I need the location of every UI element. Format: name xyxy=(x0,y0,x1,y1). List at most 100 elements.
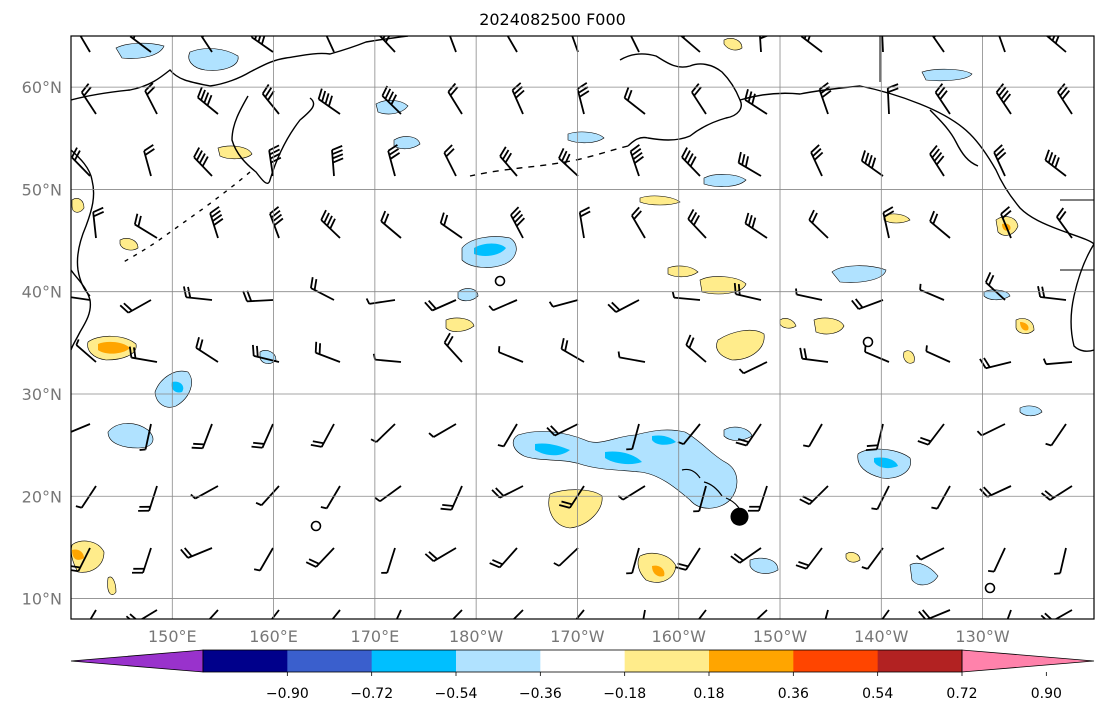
wind-barb xyxy=(1042,358,1073,366)
wind-barb xyxy=(642,609,646,619)
wind-barb xyxy=(497,423,518,448)
wind-barb xyxy=(810,144,824,177)
positive-anomaly-patch xyxy=(445,317,475,332)
wind-barb xyxy=(424,299,457,312)
colorbar-box xyxy=(793,650,879,672)
negative-anomaly-patch xyxy=(115,42,165,59)
wind-barb xyxy=(510,206,526,239)
wind-barb xyxy=(934,83,951,115)
map-frame xyxy=(70,35,1095,620)
graticule xyxy=(71,36,1094,619)
map-title: 2024082500 F000 xyxy=(479,10,626,29)
positive-anomaly-patch xyxy=(548,489,603,529)
wind-barb xyxy=(317,88,341,115)
wind-barb xyxy=(269,206,284,239)
colorbar-tick-label: 0.36 xyxy=(778,686,809,702)
positive-anomaly-patch xyxy=(903,350,915,364)
wind-barb xyxy=(387,144,401,177)
negative-anomaly-patch xyxy=(909,562,939,586)
latitude-label: 40°N xyxy=(22,283,62,302)
wind-barb xyxy=(864,345,890,363)
colorbar-tick-label: −0.36 xyxy=(519,686,562,702)
wind-barb xyxy=(691,83,707,115)
negative-anomaly-core xyxy=(874,457,898,469)
wind-barb xyxy=(197,86,219,115)
wind-barb xyxy=(860,150,884,177)
wind-barb xyxy=(865,423,884,452)
wind-barb xyxy=(381,85,402,115)
positive-anomaly-patch xyxy=(883,213,911,224)
wind-barb xyxy=(498,346,524,363)
colorbar-box xyxy=(203,650,288,672)
wind-barb xyxy=(452,609,463,619)
wind-barb xyxy=(242,290,274,303)
wind-barb xyxy=(987,547,1006,573)
wind-barb xyxy=(546,423,579,437)
wind-barb xyxy=(931,485,951,510)
wind-barb xyxy=(250,36,274,53)
wind-barb xyxy=(439,212,463,239)
wind-barb xyxy=(578,206,591,239)
wind-barb xyxy=(881,36,884,53)
wind-barb xyxy=(209,206,224,239)
colorbar-tick-label: −0.54 xyxy=(435,686,478,702)
wind-barb xyxy=(499,146,518,177)
wind-barb xyxy=(447,82,463,115)
wind-barb xyxy=(320,209,341,239)
wind-barb xyxy=(488,299,518,312)
positive-anomaly-patch xyxy=(813,317,845,335)
colorbar-box xyxy=(371,650,457,672)
wind-barb xyxy=(1054,547,1067,575)
wind-barb xyxy=(1006,609,1012,619)
wind-barb xyxy=(268,144,282,177)
wind-barb xyxy=(917,423,945,446)
wind-barb xyxy=(261,84,280,115)
wind-barb xyxy=(310,423,335,448)
longitude-label: 150°W xyxy=(753,627,808,646)
longitude-label: 180°W xyxy=(449,627,504,646)
wind-barb xyxy=(71,147,91,177)
wind-barb xyxy=(395,609,402,619)
longitude-label: 150°E xyxy=(148,627,197,646)
colorbar: −0.90 −0.72 −0.54 −0.36 −0.18 0.18 0.36 0.54 0.7… xyxy=(70,649,1095,702)
positive-anomaly-patch xyxy=(107,576,117,595)
wind-barb xyxy=(799,347,829,363)
wind-barb xyxy=(631,206,646,239)
wind-barb xyxy=(871,485,890,511)
wind-barb xyxy=(861,547,884,570)
positive-anomaly-patch xyxy=(71,540,105,573)
negative-anomaly-patch xyxy=(831,265,887,283)
negative-anomaly-patch xyxy=(567,131,605,144)
wind-barb xyxy=(795,547,823,570)
wind-barb xyxy=(735,423,762,447)
wind-barb xyxy=(818,82,832,115)
wind-barb xyxy=(675,547,701,571)
latitude-labels: 60°N 50°N 40°N 30°N 20°N 10°N xyxy=(22,78,62,608)
wind-barb xyxy=(71,423,91,433)
longitude-label: 160°E xyxy=(249,627,298,646)
wind-barbs xyxy=(71,36,1073,619)
wind-barb xyxy=(548,299,579,308)
negative-anomaly-core xyxy=(652,435,676,445)
aleutian-islands xyxy=(469,145,629,177)
wind-barb xyxy=(560,338,585,363)
colorbar-box xyxy=(456,650,541,672)
wind-barb xyxy=(617,351,646,363)
wind-barb xyxy=(132,547,152,574)
wind-barb xyxy=(128,346,158,363)
wind-barb xyxy=(747,485,768,512)
positive-anomaly-patch xyxy=(716,329,765,361)
wind-barb xyxy=(428,423,457,438)
wind-barb xyxy=(440,485,463,511)
wind-barb xyxy=(512,609,524,619)
latitude-label: 30°N xyxy=(22,385,62,404)
wind-barb xyxy=(1057,83,1073,115)
wind-barb xyxy=(808,209,829,239)
positive-anomaly-core xyxy=(72,549,84,560)
wind-barb xyxy=(733,283,762,301)
wind-barb xyxy=(92,206,105,239)
coastline-kamchatka xyxy=(231,95,315,184)
colorbar-box xyxy=(624,650,710,672)
colorbar-tick-label: 0.54 xyxy=(862,686,893,702)
